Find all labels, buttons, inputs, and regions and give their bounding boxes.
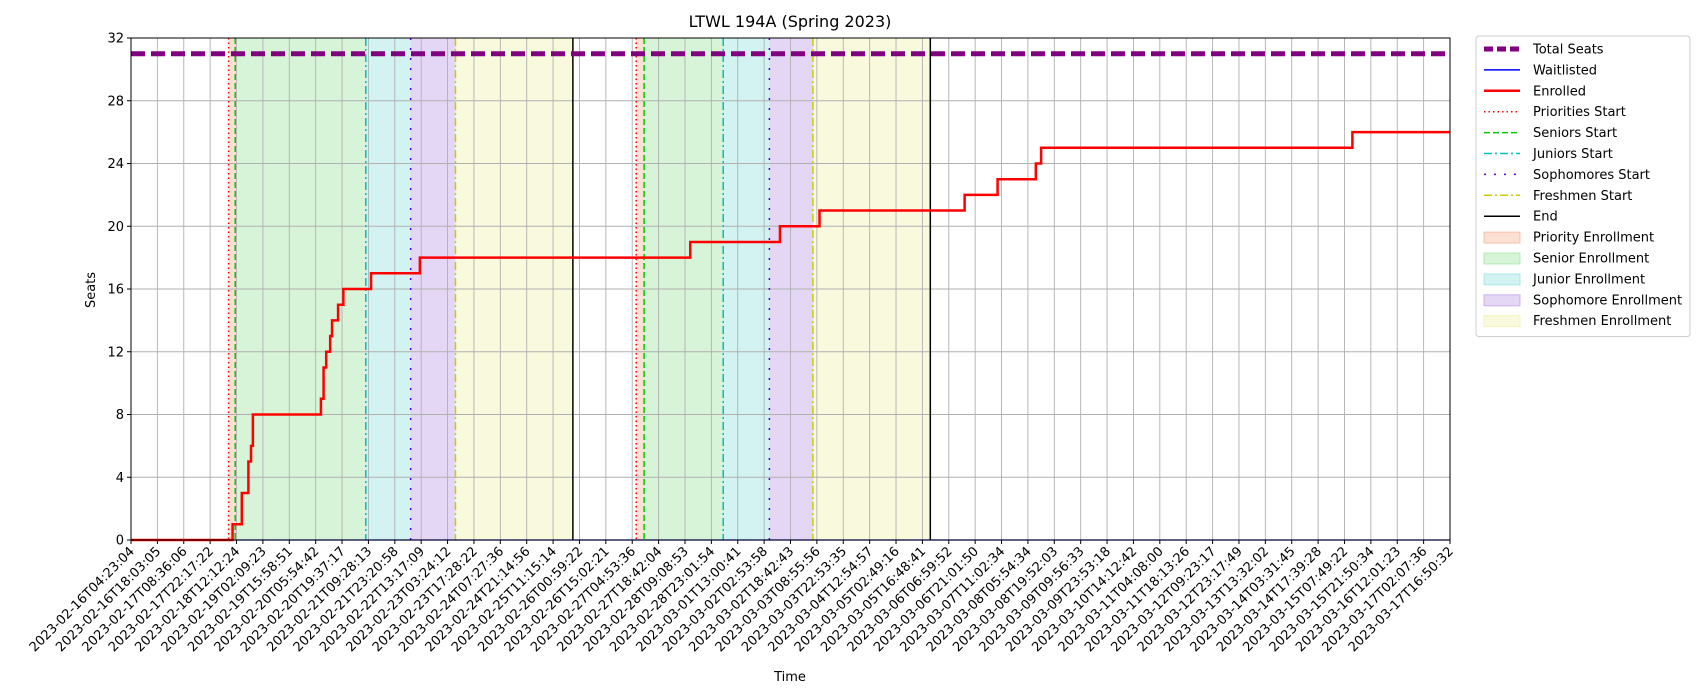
legend-entry: Freshmen Start [1533,189,1632,204]
legend-swatch [1483,231,1521,244]
legend-entry: Senior Enrollment [1533,252,1649,267]
y-tick-label: 12 [107,345,124,360]
y-tick-label: 8 [116,408,124,423]
y-tick-label: 4 [116,471,124,486]
legend-entry: End [1533,210,1558,225]
legend-entry: Priority Enrollment [1533,231,1654,246]
legend-entry: Sophomore Enrollment [1533,293,1682,308]
y-tick-label: 0 [116,534,124,549]
legend-entry: Total Seats [1532,43,1604,58]
legend-swatch [1483,273,1521,286]
y-tick-label: 20 [107,220,124,235]
plot-area: 0 4 8 12 16 20 24 28 32 2023-02-16T04:23:042023-0… [27,32,1457,656]
x-axis-label: Time [773,670,806,685]
y-axis: 0 4 8 12 16 20 24 28 32 [107,32,131,549]
chart-title: LTWL 194A (Spring 2023) [689,12,892,31]
legend-entry: Seniors Start [1533,126,1617,141]
legend-entry: Enrolled [1533,84,1586,99]
series-line [131,130,1450,542]
y-tick-label: 32 [107,32,124,47]
legend: Total Seats Waitlisted Enrolled Priorities … [1475,35,1691,338]
y-tick-label: 24 [107,157,124,172]
phase-lines [227,38,932,540]
legend-swatch [1483,315,1521,328]
legend-box [1475,35,1691,338]
legend-swatch [1483,294,1521,307]
legend-entry: Sophomores Start [1533,168,1650,183]
legend-entry: Juniors Start [1532,147,1613,162]
y-axis-label: Seats [84,272,99,308]
legend-entry: Waitlisted [1533,63,1597,78]
legend-entry: Junior Enrollment [1532,272,1645,287]
x-axis: 2023-02-16T04:23:042023-02-16T18:03:0520… [27,540,1457,655]
y-tick-label: 28 [107,94,124,109]
legend-entry: Freshmen Enrollment [1533,314,1671,329]
legend-entry: Priorities Start [1533,105,1626,120]
legend-swatch [1483,252,1521,265]
y-tick-label: 16 [107,283,124,298]
